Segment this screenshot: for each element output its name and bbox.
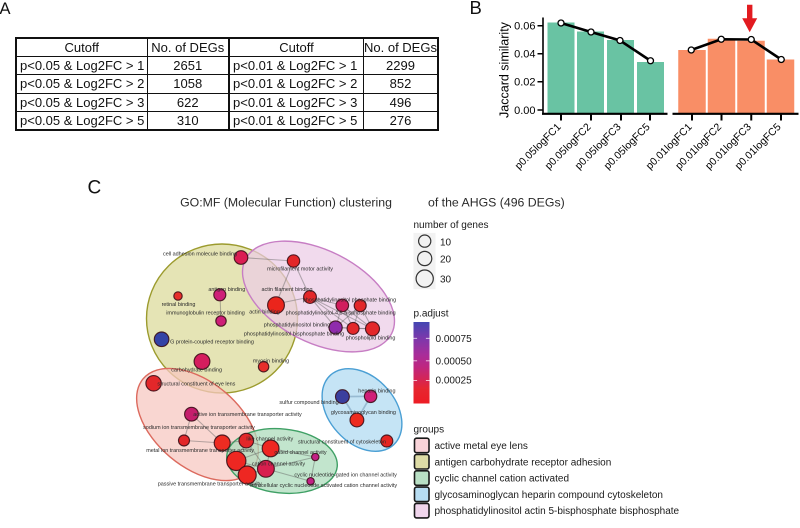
svg-text:Jaccard similarity: Jaccard similarity <box>498 21 512 118</box>
svg-text:phosphatidylinositol binding: phosphatidylinositol binding <box>264 322 331 328</box>
svg-text:G protein-coupled receptor bin: G protein-coupled receptor binding <box>170 340 254 346</box>
svg-text:phosphatidylinositol-4,5-bisph: phosphatidylinositol-4,5-bisphosphate bi… <box>286 310 396 316</box>
svg-text:intracellular cyclic nucleotid: intracellular cyclic nucleotide activate… <box>250 483 397 489</box>
svg-text:number of genes: number of genes <box>414 220 489 231</box>
svg-text:cation channel activity: cation channel activity <box>252 462 305 468</box>
svg-text:glycosaminoglycan binding: glycosaminoglycan binding <box>331 410 396 416</box>
svg-text:cyclic nucleotide-gated ion ch: cyclic nucleotide-gated ion channel acti… <box>294 472 397 478</box>
svg-text:structural constituent of eye: structural constituent of eye lens <box>157 381 235 387</box>
svg-text:sodium ion transmembrane trans: sodium ion transmembrane transporter act… <box>143 425 255 431</box>
svg-text:0.00075: 0.00075 <box>436 334 473 345</box>
svg-text:retinal binding: retinal binding <box>162 302 196 308</box>
svg-text:active ion transmembrane trans: active ion transmembrane transporter act… <box>193 412 302 418</box>
svg-text:immunoglobulin receptor bindin: immunoglobulin receptor binding <box>166 311 245 317</box>
svg-text:sulfur compound binding: sulfur compound binding <box>279 400 338 406</box>
svg-text:phosphatidylinositol actin 5-b: phosphatidylinositol actin 5-bisphosphat… <box>435 506 680 517</box>
svg-text:0.00025: 0.00025 <box>436 376 473 387</box>
svg-text:passive transmembrane transpor: passive transmembrane transporter activi… <box>158 482 262 488</box>
svg-text:groups: groups <box>414 425 445 436</box>
svg-text:10: 10 <box>440 237 452 248</box>
svg-text:cyclic channel cation activate: cyclic channel cation activated <box>435 474 570 485</box>
svg-text:0.06: 0.06 <box>514 21 535 33</box>
svg-text:heparin binding: heparin binding <box>358 388 395 394</box>
svg-text:carbohydrate binding: carbohydrate binding <box>171 367 222 373</box>
svg-text:microfilament motor activity: microfilament motor activity <box>267 267 333 273</box>
svg-text:phospholipid binding: phospholipid binding <box>346 335 396 341</box>
svg-text:of the AHGS (496 DEGs): of the AHGS (496 DEGs) <box>428 196 565 210</box>
svg-text:0.04: 0.04 <box>514 49 535 61</box>
svg-text:structural constituent of cyto: structural constituent of cytoskeleton <box>298 440 386 446</box>
svg-text:antigen binding: antigen binding <box>208 287 245 293</box>
svg-text:0.00050: 0.00050 <box>436 356 473 367</box>
svg-text:C: C <box>88 178 102 199</box>
svg-text:actin binding: actin binding <box>249 309 280 315</box>
svg-text:active metal eye lens: active metal eye lens <box>435 441 528 452</box>
svg-text:actin filament binding: actin filament binding <box>261 287 312 293</box>
svg-text:phosphatidylinositol phosphate: phosphatidylinositol phosphate binding <box>303 297 396 303</box>
svg-text:like channel activity: like channel activity <box>246 437 293 443</box>
svg-text:30: 30 <box>440 275 452 286</box>
svg-text:metal ion transmembrane transp: metal ion transmembrane transporter acti… <box>146 448 254 454</box>
svg-text:cell adhesion molecule binding: cell adhesion molecule binding <box>163 252 237 258</box>
svg-text:antigen carbohydrate receptor: antigen carbohydrate receptor adhesion <box>435 457 612 468</box>
svg-text:0.00: 0.00 <box>514 105 535 117</box>
svg-text:GO:MF (Molecular Function) clu: GO:MF (Molecular Function) clustering <box>180 196 392 210</box>
svg-text:myosin binding: myosin binding <box>253 359 289 365</box>
svg-text:p.adjust: p.adjust <box>414 309 449 320</box>
svg-text:A: A <box>0 0 11 18</box>
svg-text:phosphatidylinositol bisphosph: phosphatidylinositol bisphosphate bindin… <box>244 332 344 338</box>
svg-text:0.02: 0.02 <box>514 77 535 89</box>
svg-text:glycosaminoglycan heparin comp: glycosaminoglycan heparin compound cytos… <box>435 490 663 501</box>
svg-text:20: 20 <box>440 254 452 265</box>
svg-text:gated channel activity: gated channel activity <box>274 450 327 456</box>
svg-text:B: B <box>470 0 482 18</box>
